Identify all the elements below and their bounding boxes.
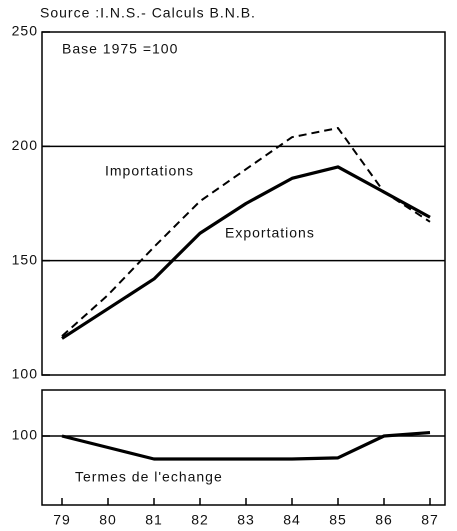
x-tick-label: 84 xyxy=(283,512,301,528)
panel-frame xyxy=(41,389,446,506)
x-tick-label: 87 xyxy=(421,512,439,528)
y-tick-label: 100 xyxy=(12,366,38,382)
y-tick-label: 250 xyxy=(12,23,38,39)
series-label: Importations xyxy=(105,163,194,179)
series-line xyxy=(61,127,431,337)
series-line xyxy=(61,430,431,461)
x-tick-label: 83 xyxy=(237,512,255,528)
x-tick-label: 80 xyxy=(99,512,117,528)
x-tick-label: 79 xyxy=(53,512,71,528)
series-label: Exportations xyxy=(225,225,315,241)
series-label: Termes de l'echange xyxy=(75,469,223,485)
x-tick-label: 82 xyxy=(191,512,209,528)
chart-title: Source :I.N.S.- Calculs B.N.B. xyxy=(40,5,256,21)
chart-subtitle: Base 1975 =100 xyxy=(62,41,178,57)
panel-frame xyxy=(41,31,446,376)
y-tick-label: 200 xyxy=(12,137,38,153)
x-tick-label: 86 xyxy=(375,512,393,528)
y-tick-label: 150 xyxy=(12,251,38,267)
series-line xyxy=(61,165,431,340)
x-tick-label: 85 xyxy=(329,512,347,528)
x-tick-label: 81 xyxy=(145,512,163,528)
y-tick-label: 100 xyxy=(12,427,38,443)
